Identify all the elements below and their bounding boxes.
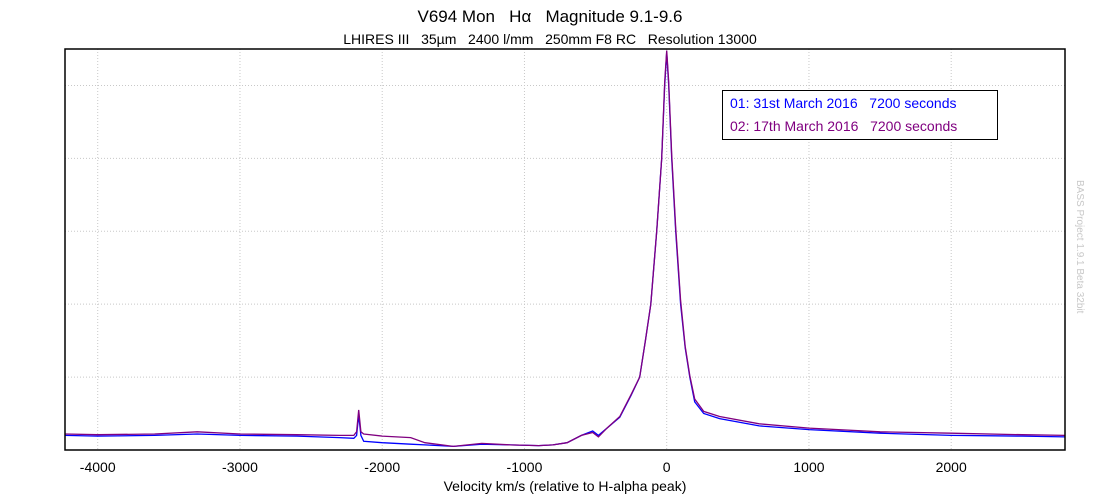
x-tick-label: 0 [663, 459, 671, 475]
x-tick-label: -4000 [80, 459, 116, 475]
series-line-2 [64, 50, 1066, 448]
legend-entry-02: 02: 17th March 2016 7200 seconds [730, 118, 958, 134]
legend-entry-01: 01: 31st March 2016 7200 seconds [730, 95, 957, 111]
chart-subtitle: LHIRES III 35µm 2400 l/mm 250mm F8 RC Re… [343, 31, 757, 47]
x-axis-label: Velocity km/s (relative to H-alpha peak) [443, 478, 687, 494]
chart-title: V694 Mon Hα Magnitude 9.1-9.6 [417, 7, 683, 26]
x-tick-label: 2000 [936, 459, 967, 475]
x-tick-label: -3000 [222, 459, 258, 475]
x-tick-label: -1000 [507, 459, 543, 475]
watermark: BASS Project 1.9.1 Beta 32bit [1074, 180, 1085, 314]
plot-frame [64, 48, 1066, 451]
x-tick-label: -2000 [364, 459, 400, 475]
x-tick-label: 1000 [793, 459, 824, 475]
legend: 01: 31st March 2016 7200 seconds 02: 17t… [722, 90, 998, 140]
